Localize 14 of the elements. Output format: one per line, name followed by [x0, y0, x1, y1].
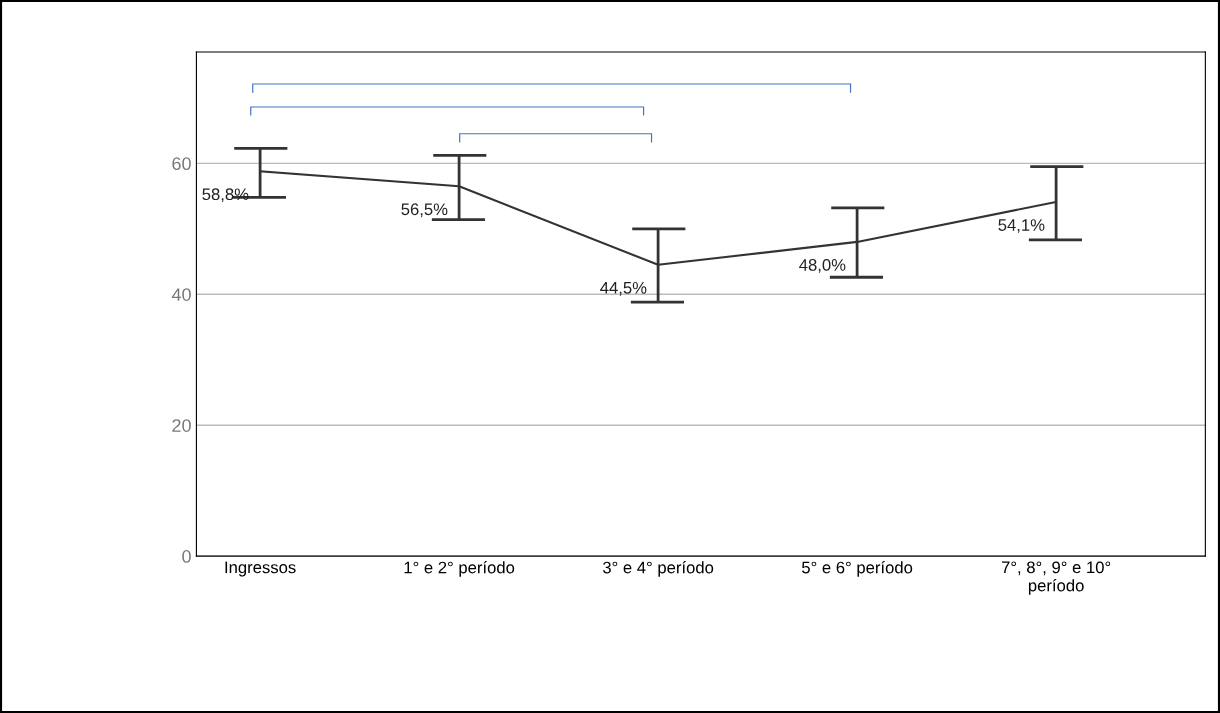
- y-tick-label: 40: [171, 288, 191, 301]
- data-label: 58,8%: [202, 188, 249, 203]
- data-label: 56,5%: [401, 203, 448, 218]
- x-tick-label: Ingressos: [225, 561, 296, 577]
- x-tick-label: 1° e 2° período: [404, 561, 515, 577]
- data-label: 44,5%: [600, 281, 647, 296]
- y-tick-label: 60: [172, 157, 191, 171]
- x-tick-label: 5° e 6° período: [802, 561, 913, 577]
- y-tick-label: 0: [182, 550, 191, 563]
- x-tick-label: 3° e 4° período: [602, 561, 714, 577]
- x-tick-label: 7°, 8°, 9° e 10° período: [1001, 561, 1111, 595]
- y-tick-label: 20: [172, 419, 191, 432]
- data-label: 48,0%: [799, 259, 846, 273]
- data-label: 54,1%: [998, 219, 1045, 233]
